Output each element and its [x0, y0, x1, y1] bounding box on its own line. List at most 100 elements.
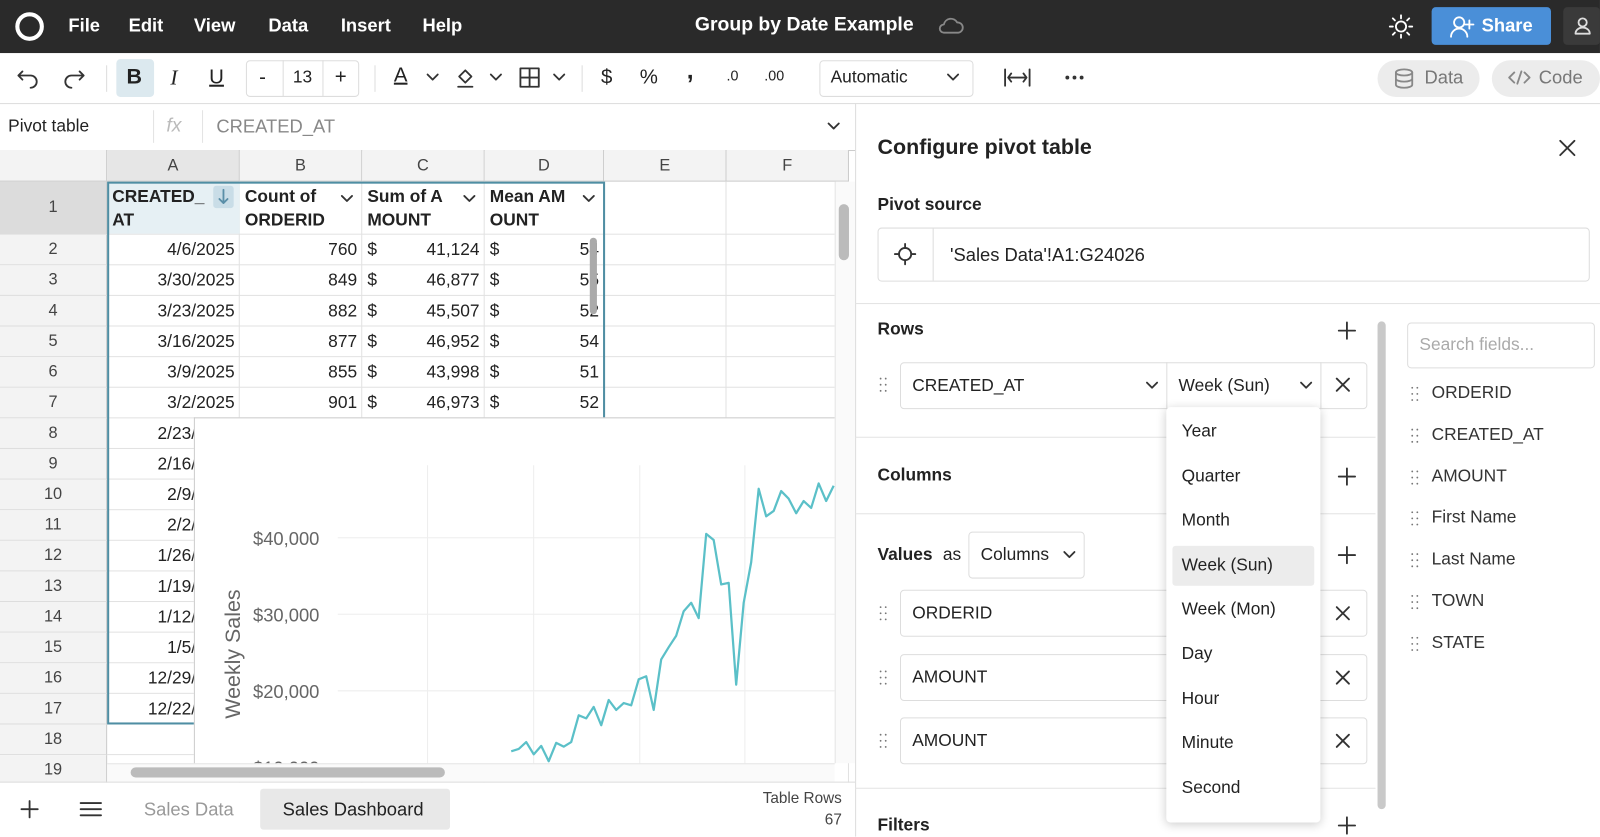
- theme-toggle[interactable]: [1388, 14, 1414, 39]
- menu-item[interactable]: Data: [268, 15, 309, 36]
- header-cell[interactable]: Count of ORDERID: [244, 186, 325, 230]
- text-color[interactable]: A: [393, 64, 408, 87]
- drag-handle[interactable]: [1410, 552, 1420, 568]
- grouping-option[interactable]: Quarter: [1181, 465, 1241, 486]
- drag-handle[interactable]: [1410, 469, 1420, 485]
- values-mode-dropdown[interactable]: [968, 531, 1085, 579]
- row-header[interactable]: 6: [0, 357, 108, 388]
- drag-handle[interactable]: [1410, 386, 1420, 402]
- percent-format[interactable]: %: [639, 66, 658, 89]
- row-header[interactable]: 12: [0, 540, 108, 572]
- field-item[interactable]: STATE: [1431, 632, 1485, 652]
- comma-format[interactable]: ,: [686, 57, 694, 85]
- italic-button[interactable]: I: [170, 65, 178, 90]
- cell[interactable]: 3/16/2025: [157, 331, 235, 352]
- cell[interactable]: 46,877: [426, 270, 480, 290]
- row-header[interactable]: 16: [0, 663, 108, 694]
- font-size-decrease[interactable]: -: [259, 66, 266, 89]
- cell[interactable]: 4/6/2025: [167, 239, 235, 260]
- currency-format[interactable]: $: [601, 66, 613, 89]
- column-header[interactable]: A: [107, 149, 240, 182]
- grouping-option[interactable]: Minute: [1181, 732, 1234, 753]
- cell[interactable]: 46,952: [426, 331, 480, 352]
- cell[interactable]: 43,998: [426, 362, 480, 382]
- value-field[interactable]: AMOUNT: [912, 730, 988, 750]
- drag-handle[interactable]: [1410, 511, 1420, 527]
- row-field[interactable]: CREATED_AT: [912, 375, 1025, 395]
- cell[interactable]: 3/9/2025: [167, 362, 235, 382]
- field-item[interactable]: AMOUNT: [1431, 465, 1507, 486]
- sort-arrow[interactable]: [217, 188, 229, 205]
- add-button[interactable]: [1337, 816, 1357, 835]
- cell[interactable]: 877: [328, 331, 358, 352]
- sheet[interactable]: A B C D E F 1 2 3 4 5 6 7 8 9 10 11 12 13 14 15 16 17 18 19 CREAT…: [0, 149, 856, 783]
- column-header[interactable]: E: [604, 149, 727, 182]
- field-item[interactable]: Last Name: [1431, 549, 1516, 569]
- menu-item[interactable]: Edit: [128, 15, 164, 36]
- field-item[interactable]: CREATED_AT: [1431, 424, 1544, 444]
- row-header[interactable]: 7: [0, 387, 108, 419]
- cell[interactable]: 41,124: [426, 239, 480, 260]
- grouping-option[interactable]: Week (Mon): [1181, 599, 1276, 619]
- remove-button[interactable]: [1335, 377, 1351, 393]
- row-header[interactable]: 3: [0, 265, 108, 296]
- header-cell[interactable]: Sum of AMOUNT: [367, 186, 443, 230]
- add-button[interactable]: [1337, 321, 1357, 340]
- row-header[interactable]: 19: [0, 755, 108, 783]
- menu-item[interactable]: File: [68, 15, 101, 36]
- cell[interactable]: 849: [328, 270, 358, 290]
- row-header[interactable]: 9: [0, 448, 108, 480]
- row-header[interactable]: 1: [0, 181, 108, 235]
- grouping-option[interactable]: Hour: [1181, 688, 1220, 708]
- cell[interactable]: 760: [328, 239, 358, 260]
- sheet-list[interactable]: [79, 801, 102, 817]
- cell[interactable]: 882: [328, 301, 358, 321]
- format-dropdown[interactable]: [819, 60, 974, 97]
- wrap-icon[interactable]: [1003, 67, 1032, 87]
- column-header[interactable]: F: [726, 149, 849, 182]
- grouping-option[interactable]: Day: [1181, 643, 1213, 664]
- row-header[interactable]: 13: [0, 571, 108, 603]
- column-header[interactable]: C: [362, 149, 485, 182]
- chart[interactable]: $10,000 $20,000 $30,000 $40,000 Weekly Sales: [193, 417, 836, 766]
- grouping-option[interactable]: Year: [1181, 421, 1217, 441]
- v-scrollbar[interactable]: [834, 181, 856, 764]
- header-menu[interactable]: [462, 194, 476, 204]
- search-box[interactable]: [1407, 322, 1595, 369]
- column-header[interactable]: B: [239, 149, 363, 182]
- font-size[interactable]: 13: [292, 67, 313, 87]
- more[interactable]: [1064, 73, 1084, 81]
- drag-handle[interactable]: [1410, 427, 1420, 443]
- formula-input[interactable]: CREATED_AT: [216, 116, 336, 137]
- add-button[interactable]: [1337, 467, 1357, 486]
- source-box[interactable]: [877, 227, 1590, 282]
- remove-button[interactable]: [1335, 605, 1351, 621]
- add-sheet[interactable]: [19, 799, 39, 819]
- cell[interactable]: 901: [328, 392, 358, 413]
- row-header[interactable]: 8: [0, 418, 108, 449]
- field-item[interactable]: ORDERID: [1431, 382, 1512, 403]
- menu-item[interactable]: Insert: [340, 15, 391, 36]
- v-scroll-thumb[interactable]: [838, 204, 849, 261]
- value-field[interactable]: ORDERID: [912, 603, 993, 623]
- expand-formula[interactable]: [827, 121, 841, 131]
- grouping-option[interactable]: Week (Sun): [1181, 554, 1273, 575]
- cell[interactable]: 46,973: [426, 392, 480, 413]
- field-item[interactable]: TOWN: [1431, 590, 1485, 611]
- cell[interactable]: 855: [328, 362, 358, 382]
- header-cell[interactable]: CREATED_AT: [112, 186, 205, 230]
- font-size-increase[interactable]: +: [334, 66, 347, 89]
- cell[interactable]: 3/23/2025: [157, 301, 235, 321]
- cell[interactable]: 51: [579, 362, 599, 382]
- row-header[interactable]: 17: [0, 693, 108, 725]
- cell[interactable]: 3/30/2025: [157, 270, 235, 290]
- drag-handle[interactable]: [879, 669, 889, 685]
- row-header[interactable]: 4: [0, 295, 108, 327]
- row-header[interactable]: 5: [0, 326, 108, 358]
- bold-button[interactable]: [116, 59, 155, 97]
- cell[interactable]: 54: [579, 331, 599, 352]
- close-panel[interactable]: [1558, 139, 1576, 157]
- decrease-decimals[interactable]: .0: [726, 67, 739, 84]
- h-scroll-thumb[interactable]: [130, 767, 445, 778]
- grouping-option[interactable]: Second: [1181, 777, 1241, 797]
